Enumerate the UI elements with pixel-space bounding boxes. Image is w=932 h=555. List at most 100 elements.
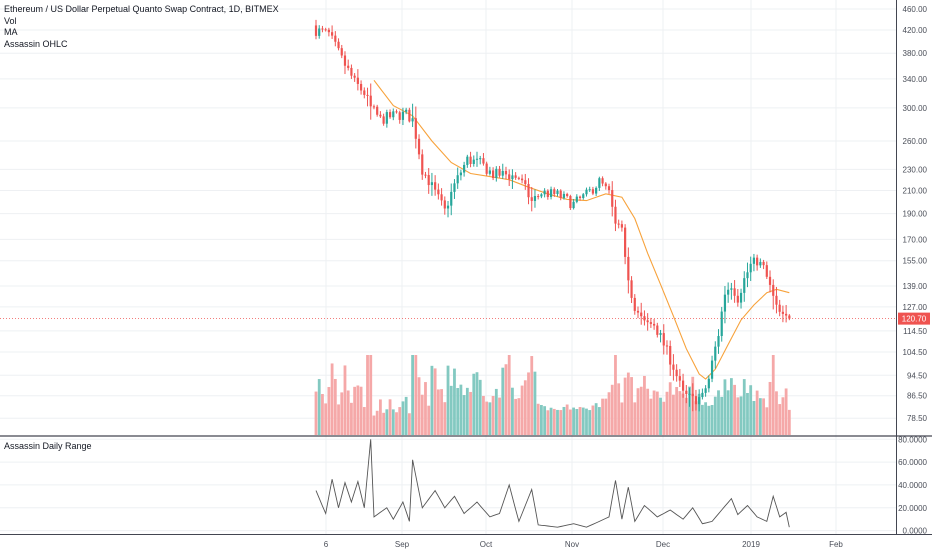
x-tick-label: Oct [480, 540, 493, 549]
volume-bar [565, 404, 569, 435]
candle-body [704, 388, 707, 393]
candle-body [749, 263, 752, 273]
volume-bar [404, 396, 408, 435]
volume-bar [591, 405, 595, 435]
volume-bar [784, 388, 788, 435]
volume-bar [736, 397, 740, 435]
y-tick-label: 155.00 [903, 257, 928, 266]
volume-bar [636, 388, 640, 435]
volume-bar [755, 390, 759, 435]
volume-bar [456, 388, 460, 435]
volume-bar [678, 391, 682, 435]
volume-bar [771, 355, 775, 435]
candle-body [379, 114, 382, 117]
legend-vol[interactable]: Vol [4, 15, 17, 26]
candle-body [469, 156, 472, 164]
daily-range-legend[interactable]: Assassin Daily Range [4, 441, 92, 451]
candle-body [385, 112, 388, 124]
volume-bar [752, 400, 756, 435]
x-tick-label: Dec [656, 540, 670, 549]
candle-body [437, 189, 440, 195]
y-tick-label: 114.50 [903, 327, 927, 336]
volume-bar [333, 378, 337, 435]
volume-bar [675, 387, 679, 435]
candlesticks [314, 19, 791, 412]
last-price-label: 120.70 [902, 315, 927, 324]
candle-body [427, 175, 430, 186]
candle-body [546, 190, 549, 197]
candle-body [318, 28, 321, 36]
last-price-tag [898, 312, 930, 325]
volume-bar [514, 398, 518, 435]
volume-bar [614, 355, 617, 435]
volume-bar [520, 385, 524, 435]
candle-body [723, 294, 727, 312]
candle-body [559, 190, 562, 198]
volume-bar [533, 371, 537, 435]
candle-body [746, 272, 749, 279]
y-tick-label: 104.50 [903, 348, 928, 357]
candle-body [575, 196, 578, 202]
volume-bar [787, 409, 791, 435]
candle-body [463, 164, 466, 173]
volume-bar [498, 397, 501, 435]
candle-body [759, 261, 762, 266]
candle-body [324, 29, 327, 31]
volume-bar [733, 384, 736, 435]
candle-body [540, 194, 543, 197]
candle-body [743, 278, 746, 293]
x-tick-label: Nov [565, 540, 579, 549]
candle-body [617, 223, 620, 225]
volume-bar [475, 372, 479, 435]
candle-body [401, 111, 405, 120]
volume-bar [491, 396, 495, 435]
legend-ohlc[interactable]: Assassin OHLC [4, 38, 68, 49]
volume-bar [704, 402, 708, 435]
volume-bar [433, 368, 437, 435]
candle-body [495, 168, 498, 178]
volume-bar [620, 402, 624, 435]
volume-bar [511, 387, 514, 435]
candle-body [417, 138, 421, 155]
candle-body [636, 310, 640, 313]
chart-title: Ethereum / US Dollar Perpetual Quanto Sw… [4, 4, 279, 14]
volume-bar [327, 387, 331, 435]
volume-bar [701, 404, 704, 435]
candle-body [701, 392, 704, 398]
volume-bar [568, 409, 572, 435]
candle-body [504, 170, 508, 175]
candle-body [681, 380, 685, 391]
sub-y-tick-label: 20.0000 [898, 504, 927, 513]
candle-body [756, 257, 759, 266]
candle-body [388, 112, 392, 118]
volume-bar [684, 397, 688, 435]
legend-ma[interactable]: MA [4, 27, 18, 37]
volume-bar [604, 398, 608, 435]
candle-body [549, 189, 553, 197]
volume-bar [391, 409, 395, 435]
y-tick-label: 340.00 [903, 75, 928, 84]
candle-body [382, 116, 385, 124]
y-tick-label: 139.00 [903, 282, 928, 291]
volume-bar [317, 379, 321, 435]
volume-bar [414, 355, 418, 435]
candle-body [646, 320, 649, 323]
candle-body [443, 200, 446, 209]
volume-bar [765, 407, 769, 435]
candle-body [459, 172, 462, 176]
moving-average [373, 79, 790, 380]
volume-bar [556, 409, 559, 435]
candle-body [765, 265, 768, 277]
candle-body [376, 106, 379, 115]
volume-bar [758, 398, 762, 435]
candle-body [656, 325, 659, 335]
candle-body [739, 292, 743, 303]
candle-body [672, 364, 675, 370]
volume-bar [527, 372, 530, 435]
y-tick-label: 210.00 [903, 186, 928, 195]
volume-bar [395, 412, 398, 435]
candle-body [691, 393, 694, 397]
